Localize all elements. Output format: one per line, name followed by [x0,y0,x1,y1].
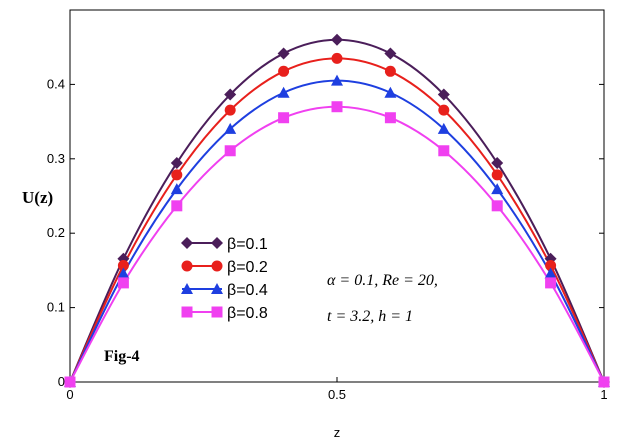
data-point-series-2 [545,259,557,271]
data-point-series-2 [171,169,183,181]
data-point-series-4 [438,145,450,157]
legend-label-1: β=0.1 [227,236,268,253]
y-axis-label: U(z) [22,188,53,207]
data-point-series-4 [117,277,129,289]
plot-frame [69,9,605,383]
legend-marker-2 [181,260,193,272]
x-tick-label: 0 [66,387,73,402]
data-point-series-1 [384,47,397,60]
y-tick-label: 0.3 [47,151,65,166]
data-point-series-3 [170,183,183,195]
series-line-1 [69,38,605,383]
data-point-series-4 [64,376,76,388]
data-point-series-3 [491,183,504,195]
y-tick-label: 0.4 [47,76,65,91]
series-line-3 [69,79,605,383]
y-tick-label: 0.1 [47,300,65,315]
data-point-series-2 [491,169,503,181]
data-point-series-1 [224,88,237,101]
data-point-series-2 [384,65,396,77]
y-ticks: 0 0.1 0.2 0.3 0.4 [47,76,604,389]
legend: β=0.1 β=0.2 β=0.4 β=0.8 [181,236,268,322]
x-tick-label: 0.5 [328,387,346,402]
y-tick-label: 0 [58,374,65,389]
data-point-series-1 [277,47,290,60]
legend-label-2: β=0.2 [227,259,268,276]
y-tick-label: 0.2 [47,225,65,240]
data-point-series-2 [438,104,450,116]
data-point-series-2 [224,104,236,116]
data-point-series-2 [278,65,290,77]
data-point-series-3 [384,86,397,98]
data-point-series-4 [598,376,610,388]
data-point-series-2 [117,259,129,271]
x-axis-label: z [334,425,341,440]
data-point-series-3 [277,86,290,98]
data-point-series-4 [384,112,396,124]
data-point-series-3 [224,122,237,134]
data-point-series-3 [437,122,450,134]
data-point-series-4 [331,101,343,113]
legend-label-3: β=0.4 [227,282,268,299]
legend-marker-4 [211,306,223,318]
legend-marker-3 [181,283,193,294]
legend-marker-1 [211,237,223,249]
data-point-series-3 [117,267,130,279]
legend-marker-4 [181,306,193,318]
params-annotation-line1: α = 0.1, Re = 20, [327,272,438,289]
legend-marker-1 [181,237,193,249]
series-line-4 [69,105,605,383]
series-markers [64,33,610,388]
data-point-series-1 [437,88,450,101]
legend-marker-2 [211,260,223,272]
params-annotation-line2: t = 3.2, h = 1 [327,308,413,325]
data-point-series-3 [331,74,343,86]
data-point-series-4 [278,112,290,124]
data-point-series-2 [331,52,343,64]
legend-marker-3 [211,283,223,294]
data-point-series-4 [171,200,183,212]
data-point-series-4 [491,200,503,212]
data-point-series-4 [545,277,557,289]
x-tick-label: 1 [600,387,607,402]
data-point-series-1 [170,156,183,169]
legend-label-4: β=0.8 [227,305,268,322]
series-lines [69,38,605,383]
data-point-series-1 [491,156,504,169]
data-point-series-3 [544,267,557,279]
data-point-series-4 [224,145,236,157]
figure-label: Fig-4 [104,348,140,365]
data-point-series-1 [331,33,343,46]
x-ticks: 0 0.5 1 [66,377,608,402]
